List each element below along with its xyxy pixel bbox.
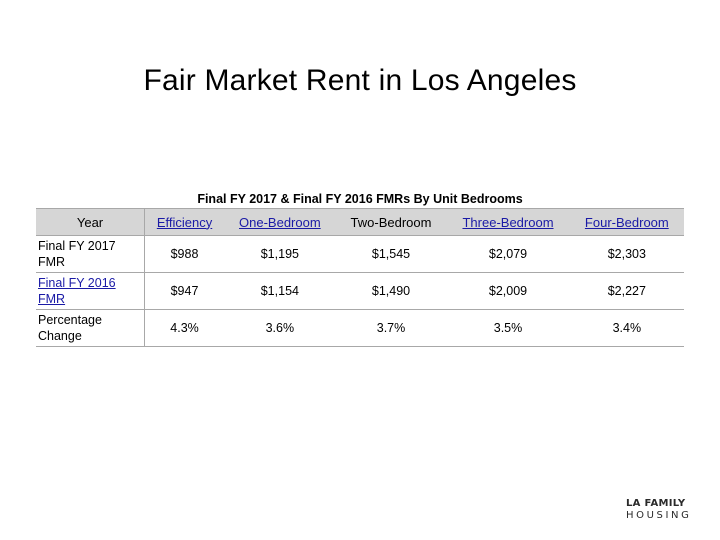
table-cell: $1,545 bbox=[335, 235, 447, 273]
header-efficiency[interactable]: Efficiency bbox=[144, 208, 225, 236]
row-year-link[interactable]: Final FY 2016 FMR bbox=[38, 276, 116, 306]
table-row: Final FY 2016 FMR $947 $1,154 $1,490 $2,… bbox=[36, 272, 684, 310]
table-cell: 3.4% bbox=[569, 309, 684, 347]
table-row: Final FY 2017 FMR $988 $1,195 $1,545 $2,… bbox=[36, 235, 684, 273]
table-cell: $1,154 bbox=[224, 272, 336, 310]
table-row: Percentage Change 4.3% 3.6% 3.7% 3.5% 3.… bbox=[36, 309, 684, 347]
header-efficiency-link[interactable]: Efficiency bbox=[156, 214, 213, 230]
row-year-label: Percentage Change bbox=[36, 309, 145, 347]
header-one-bedroom[interactable]: One-Bedroom bbox=[224, 208, 336, 236]
table-cell: $988 bbox=[144, 235, 225, 273]
logo-line1: LA FAMILY bbox=[626, 498, 686, 509]
table-cell: $947 bbox=[144, 272, 225, 310]
logo-line2: HOUSING bbox=[626, 510, 692, 521]
table-cell: 3.7% bbox=[335, 309, 447, 347]
table-cell: $2,079 bbox=[446, 235, 570, 273]
table-cell: 3.6% bbox=[224, 309, 336, 347]
table-cell: $1,490 bbox=[335, 272, 447, 310]
header-one-bedroom-link[interactable]: One-Bedroom bbox=[239, 214, 321, 230]
table-cell: 3.5% bbox=[446, 309, 570, 347]
fmr-table: Year Efficiency One-Bedroom Two-Bedroom … bbox=[36, 208, 684, 347]
table-cell: $2,009 bbox=[446, 272, 570, 310]
table-cell: $2,303 bbox=[569, 235, 684, 273]
table-cell: 4.3% bbox=[144, 309, 225, 347]
table-caption: Final FY 2017 & Final FY 2016 FMRs By Un… bbox=[197, 192, 523, 206]
header-two-bedroom: Two-Bedroom bbox=[335, 208, 447, 236]
header-four-bedroom-link[interactable]: Four-Bedroom bbox=[584, 214, 669, 230]
header-three-bedroom[interactable]: Three-Bedroom bbox=[446, 208, 570, 236]
header-year: Year bbox=[36, 208, 145, 236]
header-three-bedroom-link[interactable]: Three-Bedroom bbox=[462, 214, 554, 230]
table-cell: $2,227 bbox=[569, 272, 684, 310]
row-year-label[interactable]: Final FY 2016 FMR bbox=[36, 272, 145, 310]
row-year-label: Final FY 2017 FMR bbox=[36, 235, 145, 273]
page-title: Fair Market Rent in Los Angeles bbox=[143, 64, 577, 97]
header-four-bedroom[interactable]: Four-Bedroom bbox=[569, 208, 684, 236]
table-cell: $1,195 bbox=[224, 235, 336, 273]
la-family-housing-logo: LA FAMILY HOUSING bbox=[626, 498, 690, 522]
table-header-row: Year Efficiency One-Bedroom Two-Bedroom … bbox=[36, 208, 684, 236]
